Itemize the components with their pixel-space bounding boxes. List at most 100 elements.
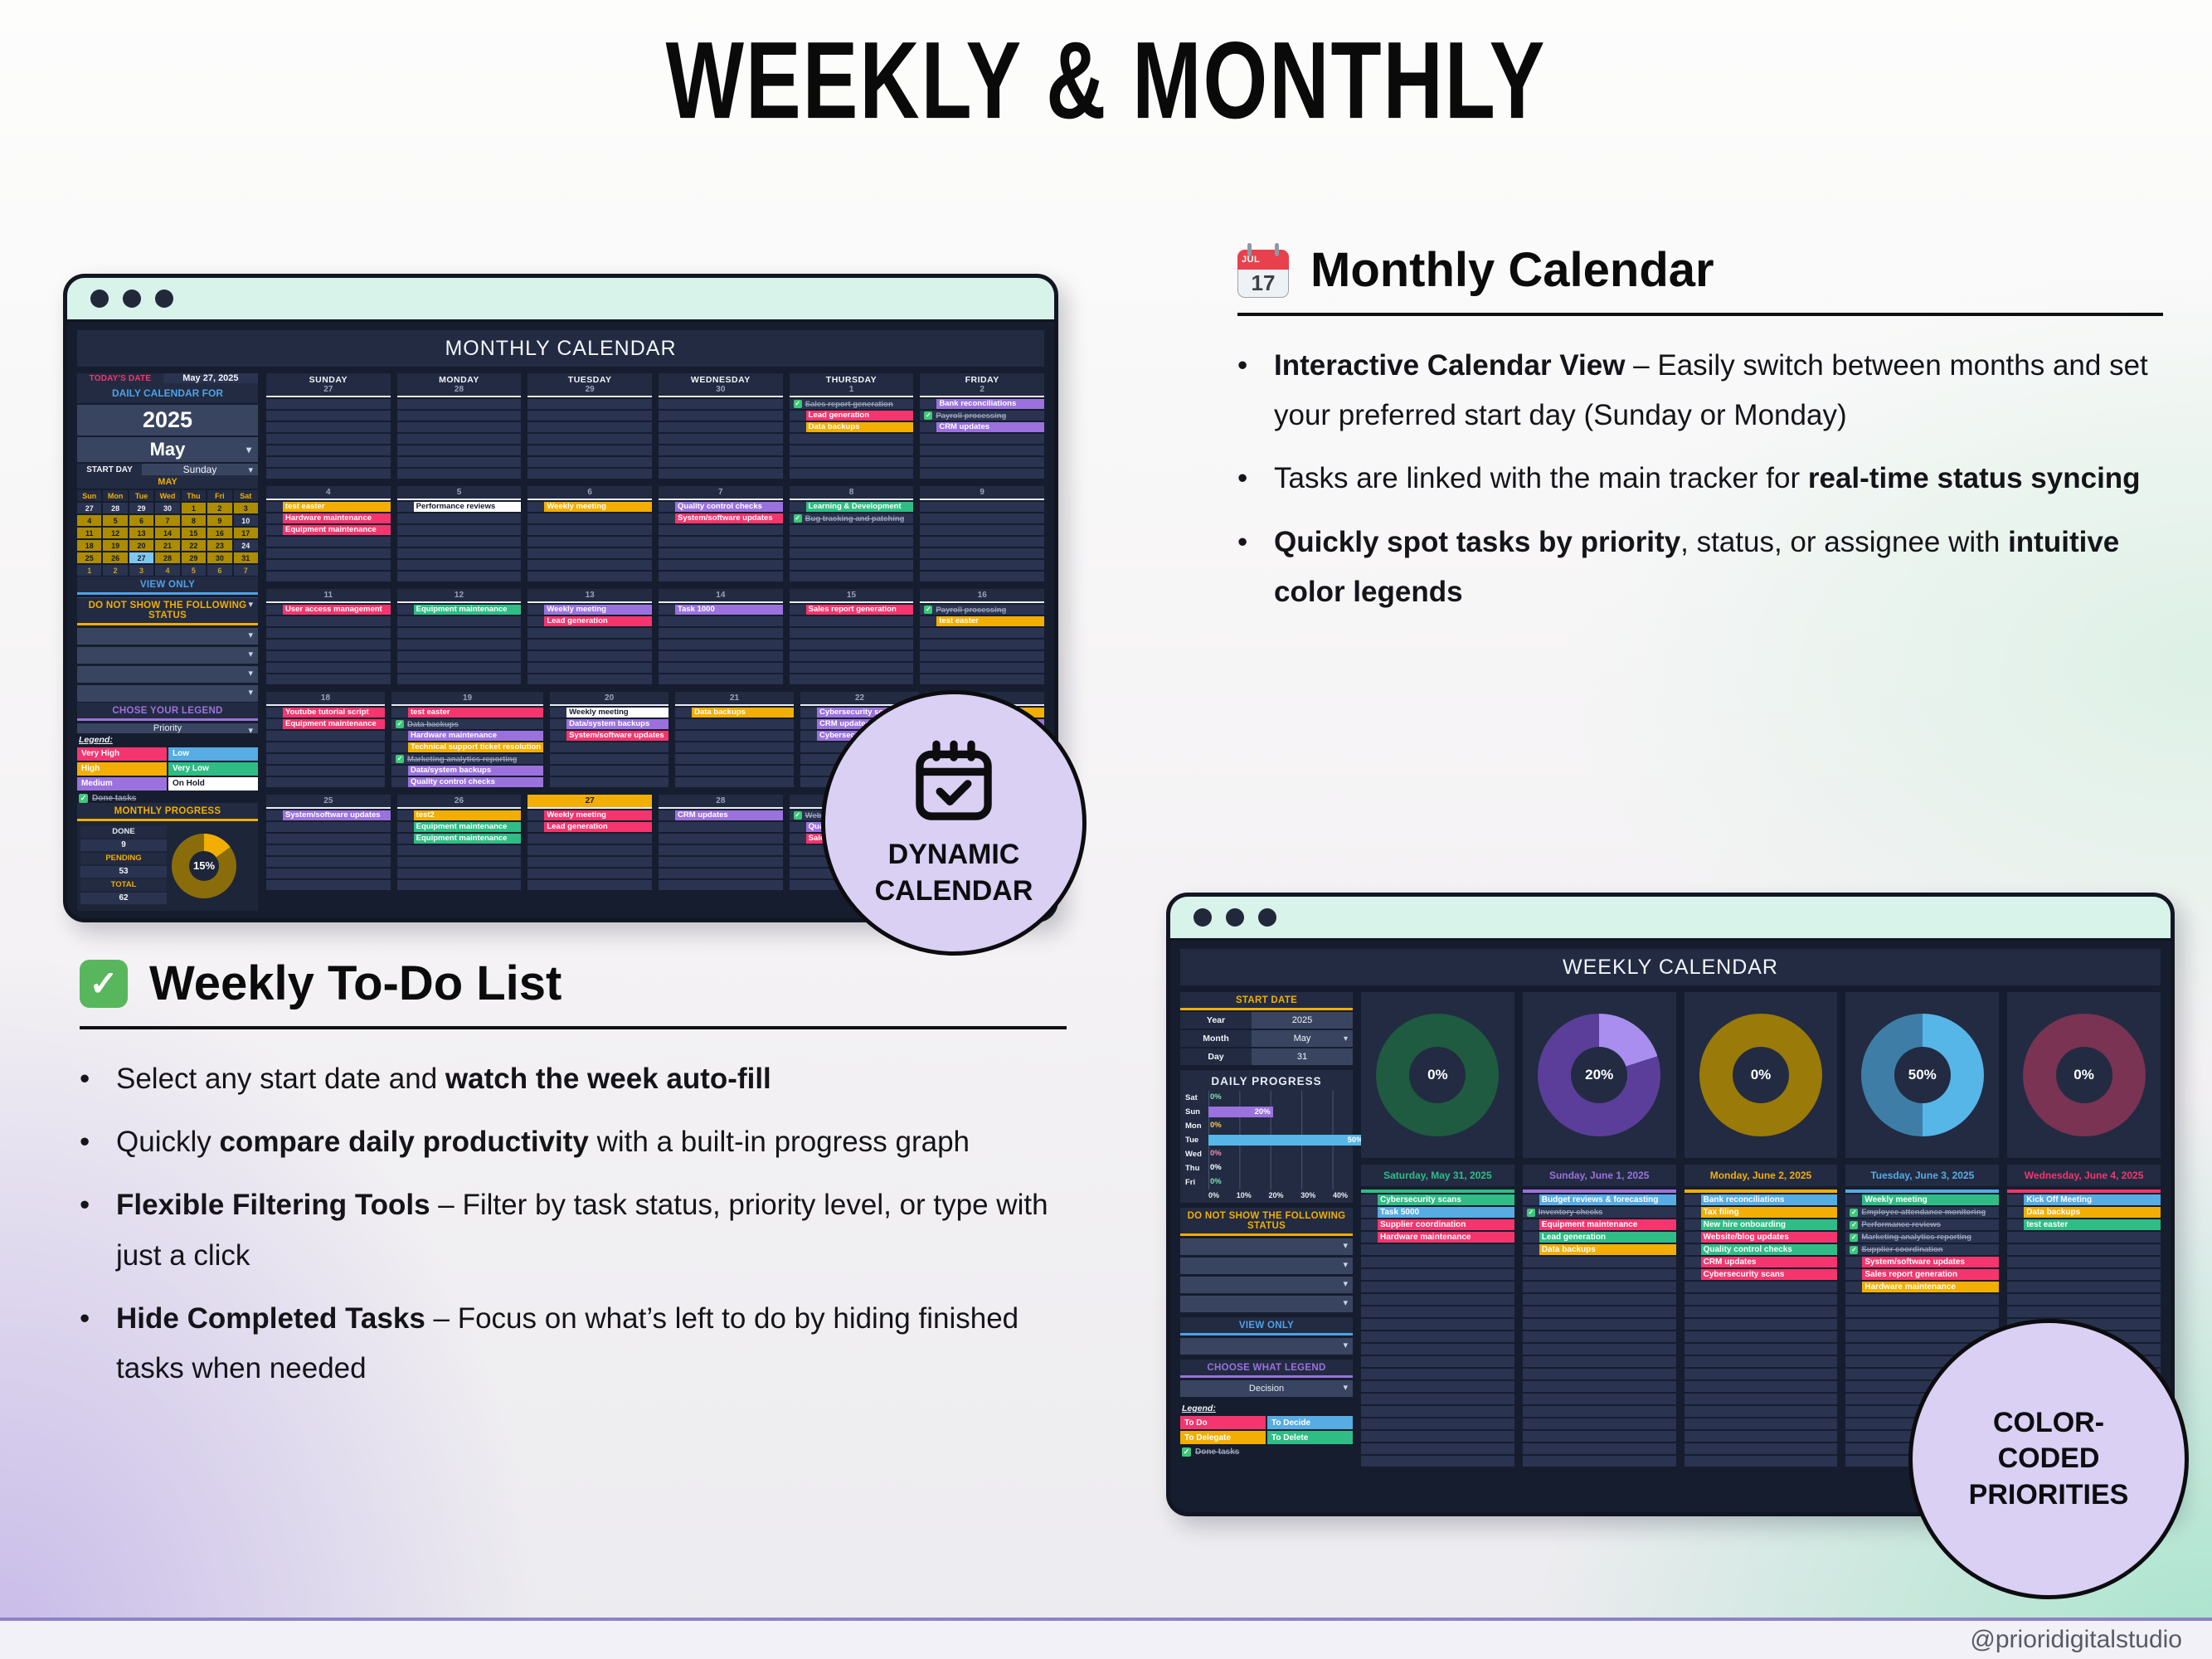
view-only-dropdown[interactable] bbox=[77, 596, 258, 605]
minical-day[interactable]: 26 bbox=[103, 552, 128, 564]
minical-day[interactable]: 12 bbox=[103, 528, 128, 539]
task-chip[interactable]: CRM updates bbox=[675, 810, 783, 820]
minical-day[interactable]: 20 bbox=[129, 540, 154, 552]
minical-day[interactable]: 11 bbox=[77, 528, 102, 539]
calendar-day-cell[interactable]: 6 Weekly meeting bbox=[527, 486, 652, 583]
minical-day[interactable]: 14 bbox=[155, 528, 180, 539]
task-chip[interactable]: Technical support ticket resolution bbox=[407, 742, 544, 752]
task-chip[interactable]: Cybersecurity scans bbox=[1378, 1194, 1514, 1205]
task-chip-done[interactable]: ✓ Marketing analytics reporting bbox=[1850, 1232, 1971, 1243]
calendar-day-cell[interactable]: 21 Data backups bbox=[675, 692, 795, 789]
calendar-day-cell[interactable]: 13 Weekly meeting Lead generation bbox=[527, 589, 652, 686]
minical-day[interactable]: 5 bbox=[103, 515, 128, 527]
minical-day[interactable]: 10 bbox=[233, 515, 258, 527]
calendar-day-cell[interactable]: THURSDAY 1 ✓ Sales report generation Lead ge… bbox=[789, 373, 914, 480]
start-date-value[interactable]: 31 bbox=[1252, 1048, 1353, 1065]
task-chip[interactable]: Quality control checks bbox=[1700, 1244, 1838, 1255]
task-chip-done[interactable]: ✓ Data backups bbox=[395, 719, 459, 729]
task-chip[interactable]: Sales report generation bbox=[805, 605, 914, 615]
minical-day[interactable]: 4 bbox=[155, 565, 180, 577]
task-chip[interactable]: Task 1000 bbox=[675, 605, 783, 615]
calendar-day-cell[interactable]: 9 bbox=[920, 486, 1044, 583]
task-chip-done[interactable]: ✓ Inventory checks bbox=[1526, 1207, 1602, 1218]
minical-day[interactable]: 3 bbox=[233, 503, 258, 514]
task-chip[interactable]: Learning & Development bbox=[805, 502, 914, 512]
minical-day[interactable]: 29 bbox=[181, 552, 207, 564]
task-chip[interactable]: test easter bbox=[936, 616, 1044, 626]
task-chip[interactable]: Quality control checks bbox=[407, 777, 544, 787]
task-chip[interactable]: Equipment maintenance bbox=[413, 605, 522, 615]
task-chip[interactable]: Hardware maintenance bbox=[407, 731, 544, 741]
window-control-dot[interactable] bbox=[1194, 908, 1212, 927]
task-chip-done[interactable]: ✓ Supplier coordination bbox=[1850, 1244, 1943, 1255]
task-chip-done[interactable]: ✓ Marketing analytics reporting bbox=[395, 754, 517, 764]
task-chip[interactable]: Hardware maintenance bbox=[1378, 1232, 1514, 1243]
task-chip[interactable]: System/software updates bbox=[1862, 1257, 2000, 1267]
task-chip[interactable]: System/software updates bbox=[283, 810, 391, 820]
task-chip[interactable]: CRM updates bbox=[936, 422, 1044, 432]
status-filter-dropdown[interactable] bbox=[1180, 1258, 1353, 1274]
task-chip[interactable]: Lead generation bbox=[1539, 1232, 1676, 1243]
minical-day[interactable]: 1 bbox=[77, 565, 102, 577]
calendar-day-cell[interactable]: SUNDAY 27 bbox=[266, 373, 391, 480]
task-chip[interactable]: System/software updates bbox=[566, 731, 669, 741]
task-chip-done[interactable]: ✓ Performance reviews bbox=[1850, 1219, 1941, 1230]
task-chip[interactable]: Data backups bbox=[1539, 1244, 1676, 1255]
minical-day[interactable]: 8 bbox=[181, 515, 207, 527]
window-control-dot[interactable] bbox=[123, 289, 141, 308]
minical-day[interactable]: 6 bbox=[207, 565, 232, 577]
task-chip[interactable]: Data backups bbox=[692, 708, 795, 718]
task-chip[interactable]: Weekly meeting bbox=[566, 708, 669, 718]
task-chip[interactable]: Data/system backups bbox=[566, 719, 669, 729]
minical-day[interactable]: 3 bbox=[129, 565, 154, 577]
task-chip[interactable]: Website/blog updates bbox=[1700, 1232, 1838, 1243]
task-chip[interactable]: Performance reviews bbox=[413, 502, 522, 512]
task-chip-done[interactable]: ✓ Employee attendance monitoring bbox=[1850, 1207, 1986, 1218]
task-chip[interactable]: Equipment maintenance bbox=[413, 834, 522, 844]
status-filter-dropdown[interactable] bbox=[77, 666, 258, 684]
status-filter-dropdown[interactable] bbox=[77, 647, 258, 664]
minical-day[interactable]: 6 bbox=[129, 515, 154, 527]
task-chip[interactable]: Data backups bbox=[805, 422, 914, 432]
task-chip[interactable]: Weekly meeting bbox=[544, 605, 652, 615]
minical-day[interactable]: 30 bbox=[207, 552, 232, 564]
task-chip[interactable]: Kick Off Meeting bbox=[2024, 1194, 2161, 1205]
minical-day[interactable]: 1 bbox=[181, 503, 207, 514]
calendar-day-cell[interactable]: 25 System/software updates bbox=[266, 795, 391, 892]
calendar-day-cell[interactable]: 19 test easter ✓ Data backups Hardware maint… bbox=[391, 692, 544, 789]
task-chip[interactable]: Equipment maintenance bbox=[283, 719, 385, 729]
calendar-day-cell[interactable]: 8 Learning & Development ✓ Bug tracking and… bbox=[789, 486, 914, 583]
calendar-day-cell[interactable]: FRIDAY 2 Bank reconciliations ✓ Payroll proc… bbox=[920, 373, 1044, 480]
task-chip[interactable]: New hire onboarding bbox=[1700, 1219, 1838, 1230]
window-control-dot[interactable] bbox=[90, 289, 109, 308]
task-chip[interactable]: Hardware maintenance bbox=[283, 513, 391, 523]
task-chip[interactable]: test easter bbox=[283, 502, 391, 512]
task-chip[interactable]: Lead generation bbox=[805, 411, 914, 421]
task-chip[interactable]: Hardware maintenance bbox=[1862, 1282, 2000, 1292]
start-date-value[interactable]: May bbox=[1252, 1030, 1353, 1047]
task-chip[interactable]: test2 bbox=[413, 810, 522, 820]
minical-day[interactable]: 27 bbox=[129, 552, 154, 564]
calendar-day-cell[interactable]: 20 Weekly meeting Data/system backups Syste… bbox=[550, 692, 669, 789]
task-chip-done[interactable]: ✓Payroll processing bbox=[924, 605, 1006, 615]
calendar-day-cell[interactable]: 15 Sales report generation bbox=[789, 589, 914, 686]
task-chip[interactable]: Youtube tutorial script bbox=[283, 708, 385, 718]
minical-day[interactable]: 21 bbox=[155, 540, 180, 552]
task-chip[interactable]: Weekly meeting bbox=[1862, 1194, 2000, 1205]
task-chip[interactable]: Supplier coordination bbox=[1378, 1219, 1514, 1230]
calendar-day-cell[interactable]: TUESDAY 29 bbox=[527, 373, 652, 480]
task-chip[interactable]: Equipment maintenance bbox=[413, 822, 522, 832]
calendar-day-cell[interactable]: 7 Quality control checks System/software u… bbox=[659, 486, 783, 583]
minical-day[interactable]: 19 bbox=[103, 540, 128, 552]
task-chip[interactable]: test easter bbox=[407, 708, 544, 718]
task-chip[interactable]: Equipment maintenance bbox=[1539, 1219, 1676, 1230]
minical-day[interactable]: 7 bbox=[233, 565, 258, 577]
minical-day[interactable]: 27 bbox=[77, 503, 102, 514]
minical-day[interactable]: 4 bbox=[77, 515, 102, 527]
minical-day[interactable]: 18 bbox=[77, 540, 102, 552]
task-chip[interactable]: User access management bbox=[283, 605, 391, 615]
minical-day[interactable]: 22 bbox=[181, 540, 207, 552]
calendar-day-cell[interactable]: 14 Task 1000 bbox=[659, 589, 783, 686]
minical-day[interactable]: 7 bbox=[155, 515, 180, 527]
window-control-dot[interactable] bbox=[1226, 908, 1244, 927]
